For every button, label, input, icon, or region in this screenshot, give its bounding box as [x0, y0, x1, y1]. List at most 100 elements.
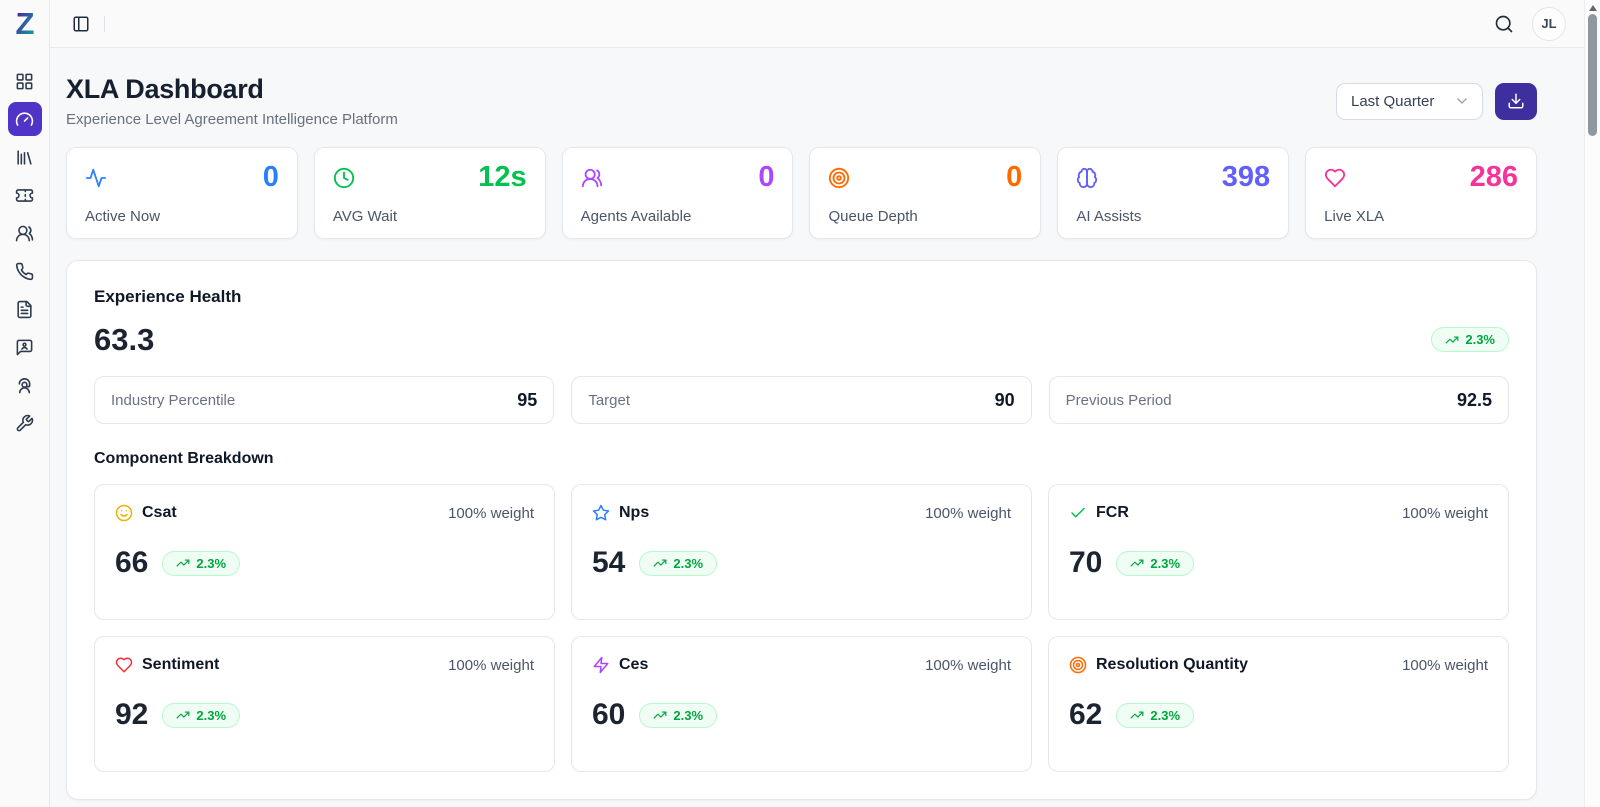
metric-previous-period: Previous Period 92.5: [1049, 376, 1509, 424]
sidebar-item-documents[interactable]: [8, 292, 42, 326]
component-weight: 100% weight: [925, 505, 1011, 522]
smile-icon: [115, 504, 133, 522]
page-title: XLA Dashboard: [66, 74, 398, 105]
svg-text:Z: Z: [15, 6, 34, 41]
trend-badge-value: 2.3%: [673, 708, 703, 723]
users-icon: [15, 224, 34, 243]
app-logo[interactable]: Z: [0, 0, 50, 48]
sidebar-item-xla-dashboard[interactable]: [8, 102, 42, 136]
trend-badge-value: 2.3%: [196, 556, 226, 571]
component-value: 92: [115, 700, 148, 730]
topbar: JL: [50, 0, 1584, 48]
scrollbar-thumb[interactable]: [1588, 14, 1597, 136]
scroll-up-arrow-icon[interactable]: [1589, 5, 1597, 11]
component-name: Sentiment: [142, 656, 219, 674]
sidebar-item-agents[interactable]: [8, 368, 42, 402]
stat-card-queue-depth: 0 Queue Depth: [809, 147, 1041, 239]
download-button[interactable]: [1495, 83, 1537, 120]
metric-value: 90: [995, 390, 1015, 411]
component-value: 66: [115, 548, 148, 578]
wrench-icon: [15, 414, 34, 433]
metric-label: Industry Percentile: [111, 392, 235, 409]
search-icon: [1494, 14, 1514, 34]
trending-up-icon: [1130, 556, 1144, 570]
stat-card-avg-wait: 12s AVG Wait: [314, 147, 546, 239]
metrics-row: Industry Percentile 95 Target 90 Previou…: [94, 376, 1509, 424]
brain-icon: [1076, 167, 1098, 189]
sidebar-toggle-button[interactable]: [68, 11, 94, 37]
sidebar-item-calls[interactable]: [8, 254, 42, 288]
stat-value: 398: [1222, 163, 1270, 192]
component-value: 62: [1069, 700, 1102, 730]
sidebar-item-settings[interactable]: [8, 406, 42, 440]
trend-badge-value: 2.3%: [673, 556, 703, 571]
sidebar-item-dashboard[interactable]: [8, 64, 42, 98]
stat-card-active-now: 0 Active Now: [66, 147, 298, 239]
trend-badge-value: 2.3%: [196, 708, 226, 723]
stat-value: 0: [1006, 163, 1022, 192]
search-button[interactable]: [1490, 10, 1518, 38]
chevron-down-icon: [1454, 93, 1470, 109]
trend-badge: 2.3%: [1116, 551, 1194, 576]
page-subtitle: Experience Level Agreement Intelligence …: [66, 111, 398, 128]
stat-card-ai-assists: 398 AI Assists: [1057, 147, 1289, 239]
trend-badge: 2.3%: [1116, 703, 1194, 728]
ticket-icon: [15, 186, 34, 205]
main-area: JL XLA Dashboard Experience Level Agreem…: [50, 0, 1584, 807]
stat-label: Agents Available: [581, 208, 775, 225]
heart-icon: [115, 656, 133, 674]
stat-value: 286: [1470, 163, 1518, 192]
component-weight: 100% weight: [925, 657, 1011, 674]
zap-icon: [592, 656, 610, 674]
trend-badge-value: 2.3%: [1150, 708, 1180, 723]
component-name: Ces: [619, 656, 648, 674]
trending-up-icon: [176, 708, 190, 722]
metric-industry-percentile: Industry Percentile 95: [94, 376, 554, 424]
sidebar-item-conversations[interactable]: [8, 330, 42, 364]
stat-label: Active Now: [85, 208, 279, 225]
stat-value: 12s: [478, 163, 526, 192]
sidebar-item-tickets[interactable]: [8, 178, 42, 212]
panel-left-icon: [72, 15, 90, 33]
metric-label: Previous Period: [1066, 392, 1172, 409]
stat-value: 0: [758, 163, 774, 192]
component-weight: 100% weight: [448, 657, 534, 674]
user-avatar[interactable]: JL: [1532, 7, 1566, 41]
component-card-sentiment: Sentiment 100% weight 92 2.3%: [94, 636, 555, 772]
sidebar-item-library[interactable]: [8, 140, 42, 174]
stats-row: 0 Active Now 12s AVG Wait 0: [66, 147, 1537, 239]
components-grid: Csat 100% weight 66 2.3%: [94, 484, 1509, 772]
stat-value: 0: [263, 163, 279, 192]
vertical-scrollbar[interactable]: [1584, 0, 1600, 807]
activity-icon: [85, 167, 107, 189]
target-icon: [1069, 656, 1087, 674]
component-name: Resolution Quantity: [1096, 656, 1248, 674]
trending-up-icon: [653, 708, 667, 722]
layout-grid-icon: [15, 72, 34, 91]
stat-label: Live XLA: [1324, 208, 1518, 225]
metric-label: Target: [588, 392, 630, 409]
component-name: Nps: [619, 504, 649, 522]
period-select[interactable]: Last Quarter: [1336, 83, 1483, 120]
sidebar-item-users[interactable]: [8, 216, 42, 250]
stat-label: AI Assists: [1076, 208, 1270, 225]
avatar-initials: JL: [1541, 16, 1556, 31]
component-value: 70: [1069, 548, 1102, 578]
component-card-ces: Ces 100% weight 60 2.3%: [571, 636, 1032, 772]
component-card-fcr: FCR 100% weight 70 2.3%: [1048, 484, 1509, 620]
gauge-icon: [15, 110, 34, 129]
message-user-icon: [15, 338, 34, 357]
check-icon: [1069, 504, 1087, 522]
agent-headset-icon: [15, 376, 34, 395]
period-select-value: Last Quarter: [1351, 93, 1434, 110]
experience-health-title: Experience Health: [94, 287, 1509, 307]
component-name: Csat: [142, 504, 177, 522]
trend-badge: 2.3%: [1431, 327, 1509, 352]
trending-up-icon: [176, 556, 190, 570]
component-name: FCR: [1096, 504, 1129, 522]
metric-target: Target 90: [571, 376, 1031, 424]
stat-label: AVG Wait: [333, 208, 527, 225]
component-card-resolution-quantity: Resolution Quantity 100% weight 62 2.3%: [1048, 636, 1509, 772]
trend-badge: 2.3%: [639, 703, 717, 728]
component-weight: 100% weight: [448, 505, 534, 522]
